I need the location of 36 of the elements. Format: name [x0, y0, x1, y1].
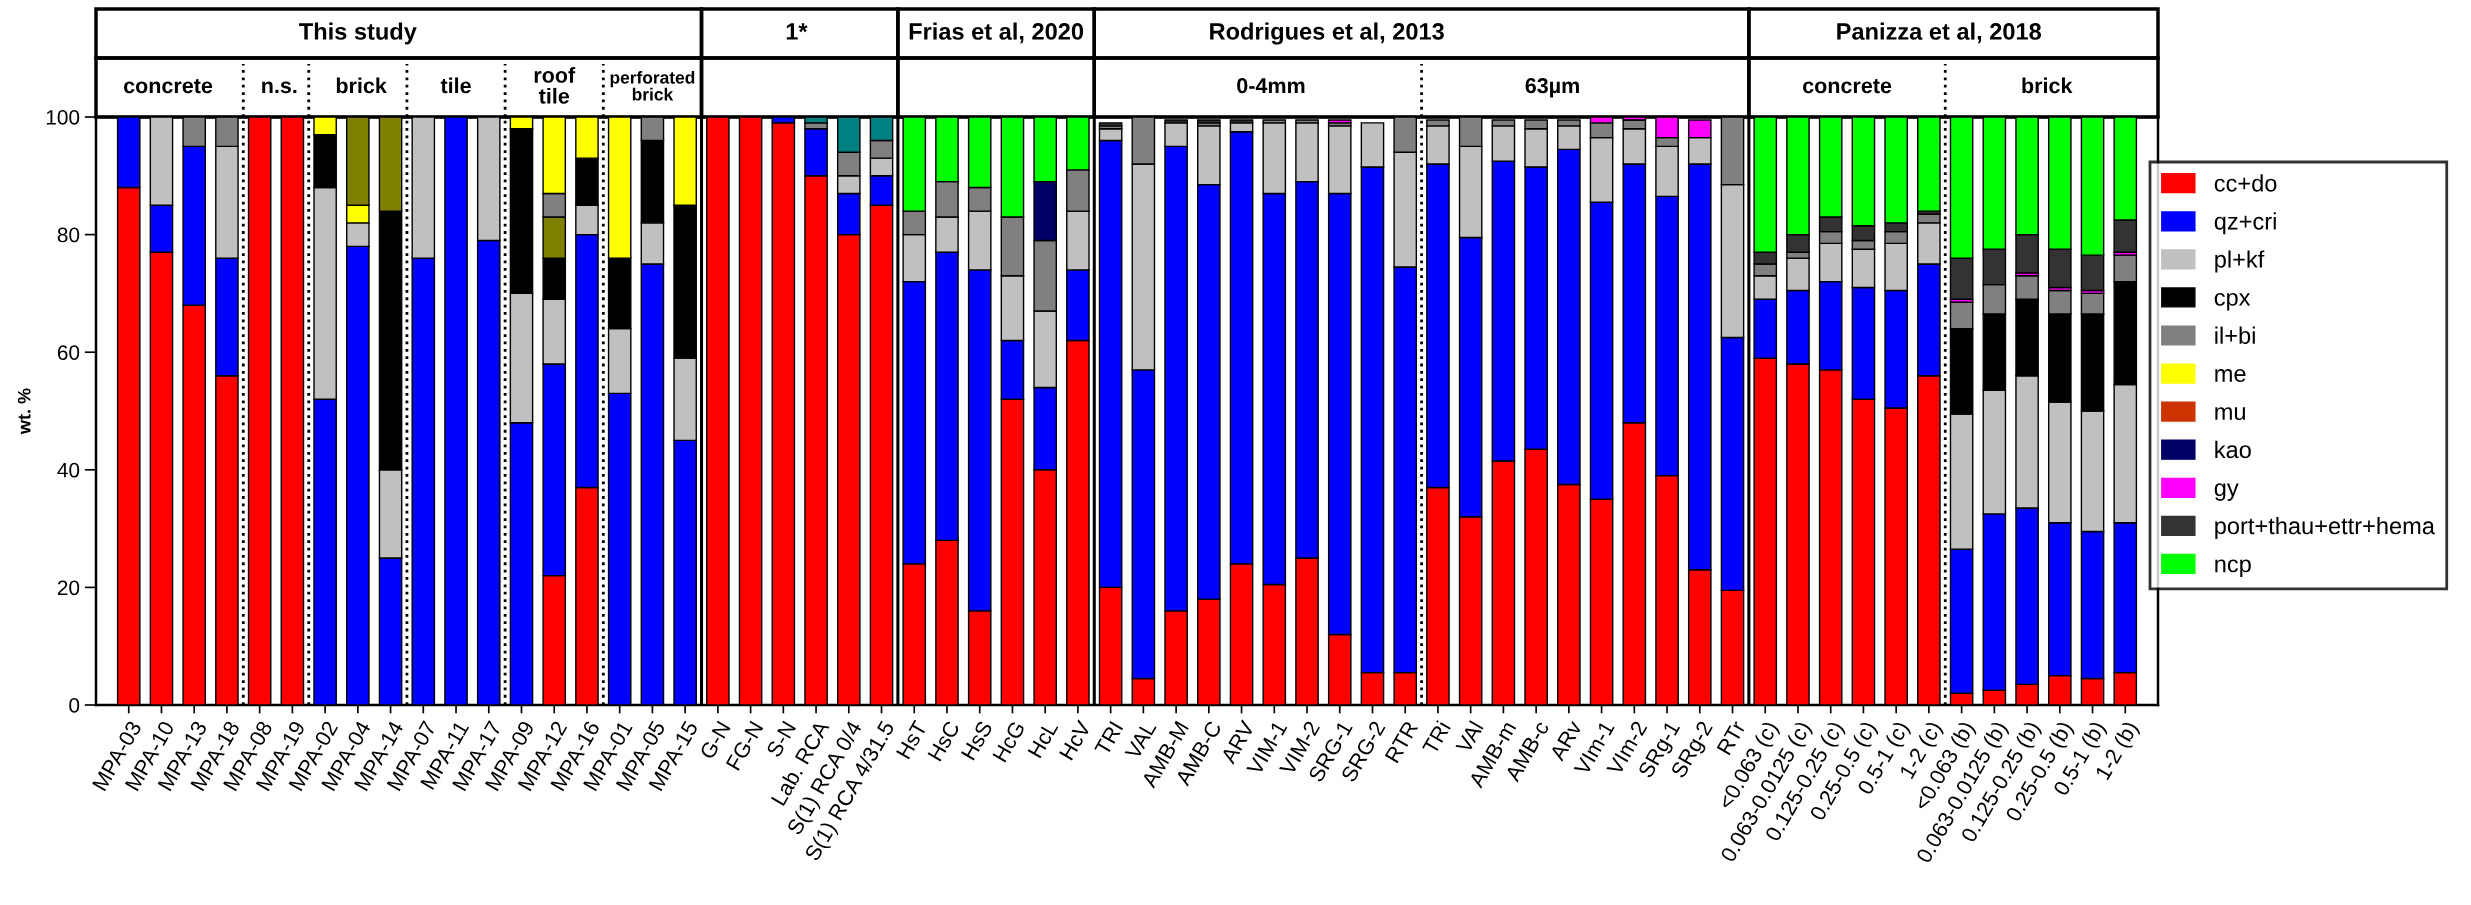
text: Panizza et al, 2018 [1837, 22, 2042, 44]
text: roof tile [534, 67, 576, 104]
text: brick [336, 77, 387, 94]
legend-label: il+bi [2215, 326, 2255, 344]
legend-label: qz+cri [2214, 212, 2276, 235]
text: brick [2022, 77, 2073, 94]
text: Frias et al, 2020 [909, 22, 1084, 44]
legend-label: cc+do [2214, 174, 2277, 192]
x-tick-label: TRI [1094, 721, 1124, 757]
legend-label: cpx [2214, 292, 2251, 311]
text: tile [440, 77, 471, 94]
legend-label: ncp [2215, 559, 2251, 578]
y-tick-label: 20 [57, 580, 80, 596]
legend-label: me [2215, 369, 2246, 382]
text: This study [299, 22, 417, 45]
text: concrete [123, 79, 213, 94]
legend-label: kao [2215, 440, 2251, 459]
text: perforated brick [610, 71, 695, 101]
y-tick-label: 0 [69, 698, 80, 713]
y-tick-label: 80 [57, 227, 80, 243]
text: n.s. [262, 81, 297, 94]
legend-label: pl+kf [2215, 250, 2265, 273]
text: 1* [786, 23, 808, 40]
x-tick-label: TRi [1421, 720, 1451, 756]
y-axis-title: wt. % [17, 388, 31, 435]
legend-label: gy [2214, 483, 2239, 501]
text: 63µm [1525, 78, 1579, 98]
legend-label: port+thau+ettr+hema [2215, 516, 2435, 539]
x-tick-label: HcL [1027, 719, 1059, 759]
y-tick-label: 100 [46, 110, 80, 125]
text: concrete [1803, 79, 1892, 94]
text: 0-4mm [1237, 78, 1305, 94]
legend-label: mu [2215, 407, 2245, 421]
text: Rodrigues et al, 2013 [1210, 22, 1444, 45]
y-tick-label: 40 [57, 462, 80, 478]
y-tick-label: 60 [57, 345, 80, 360]
